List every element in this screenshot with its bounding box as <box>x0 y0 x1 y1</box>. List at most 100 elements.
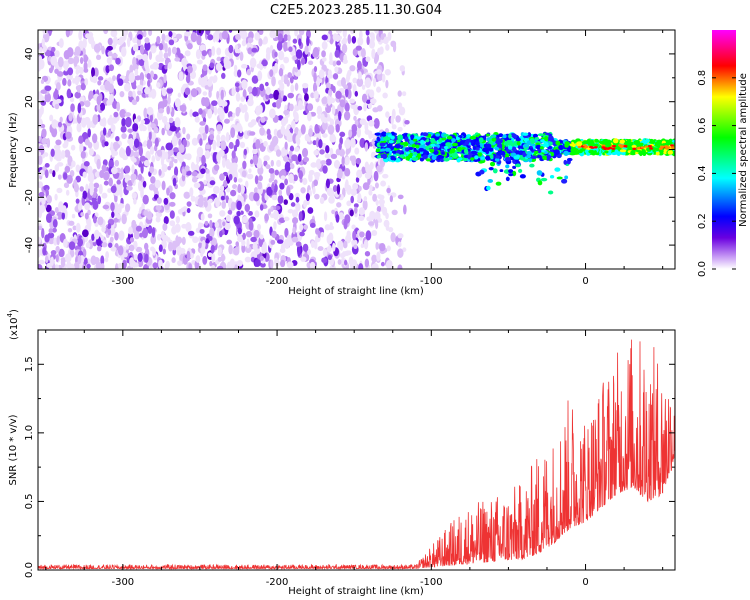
noise-cell <box>142 180 147 188</box>
noise-cell <box>338 110 342 121</box>
noise-cell <box>300 256 307 262</box>
signal-cell <box>520 156 526 161</box>
noise-cell <box>172 177 177 187</box>
noise-cell <box>203 75 208 82</box>
noise-cell <box>144 87 151 95</box>
noise-cell <box>54 103 60 110</box>
noise-cell <box>253 187 259 194</box>
noise-cell <box>75 76 82 82</box>
noise-cell <box>346 230 351 238</box>
noise-cell <box>389 195 393 203</box>
noise-cell <box>269 69 274 78</box>
noise-cell <box>142 30 147 38</box>
noise-cell <box>224 105 229 114</box>
noise-cell <box>219 110 225 121</box>
noise-cell <box>191 171 198 177</box>
noise-cell <box>117 39 124 46</box>
noise-cell <box>276 159 282 168</box>
signal-cell <box>376 155 382 159</box>
noise-cell <box>307 112 312 122</box>
noise-cell <box>249 159 254 165</box>
noise-cell <box>201 154 206 166</box>
noise-cell <box>125 116 132 128</box>
noise-cell <box>220 195 225 201</box>
noise-cell <box>352 230 357 241</box>
signal-cell <box>469 135 477 140</box>
noise-cell <box>284 227 289 238</box>
noise-cell <box>114 231 119 241</box>
y-tick-label: -40 <box>24 237 35 253</box>
noise-cell <box>254 175 259 185</box>
noise-cell <box>271 183 275 191</box>
noise-cell <box>384 69 391 76</box>
snr-series <box>38 339 675 570</box>
noise-cell <box>297 153 302 162</box>
signal-cell <box>513 155 520 160</box>
noise-cell <box>321 34 328 41</box>
signal-cell <box>507 145 513 150</box>
noise-cell <box>75 222 81 233</box>
snr-y-label: SNR (10 * v/v) <box>8 414 19 485</box>
noise-cell <box>82 171 87 178</box>
noise-cell <box>239 51 244 61</box>
noise-cell <box>259 83 265 92</box>
noise-cell <box>320 231 325 238</box>
signal-cell <box>379 142 386 147</box>
noise-cell <box>136 34 143 40</box>
signal-cell <box>383 136 389 141</box>
noise-cell <box>295 241 302 247</box>
noise-cell <box>132 37 138 44</box>
noise-cell <box>86 263 91 269</box>
colorbar: 0.0 0.2 0.4 0.6 0.8 Normalized spectral ampl… <box>697 30 749 277</box>
noise-cell <box>341 43 348 54</box>
signal-cell <box>441 152 445 155</box>
noise-cell <box>52 170 56 178</box>
spectrogram-y-ticks: -40 -20 0 20 40 <box>24 29 675 270</box>
noise-cell <box>351 123 358 134</box>
noise-cell <box>158 168 162 176</box>
noise-cell <box>143 58 149 70</box>
noise-cell <box>399 65 406 72</box>
noise-cell <box>168 30 173 38</box>
noise-cell <box>332 60 336 67</box>
noise-cell <box>312 186 316 195</box>
noise-cell <box>275 99 282 109</box>
noise-cell <box>114 160 119 167</box>
noise-cell <box>80 150 86 159</box>
noise-cell <box>268 178 273 183</box>
noise-cell <box>290 84 295 93</box>
noise-cell <box>280 88 284 99</box>
noise-cell <box>245 180 249 189</box>
noise-cell <box>149 64 157 70</box>
noise-cell <box>254 259 261 267</box>
noise-cell <box>246 173 254 180</box>
noise-cell <box>341 156 345 167</box>
signal-cell <box>449 148 456 154</box>
noise-cell <box>299 223 304 231</box>
noise-cell <box>307 60 314 66</box>
noise-cell <box>288 173 295 184</box>
signal-cell <box>456 146 462 152</box>
signal-cell <box>530 155 538 160</box>
snr-x-ticks: -300 -200 -100 0 <box>45 330 664 588</box>
signal-cell <box>535 144 542 150</box>
noise-cell <box>349 209 354 217</box>
noise-cell <box>185 74 191 84</box>
noise-cell <box>96 158 101 170</box>
noise-cell <box>221 72 226 79</box>
signal-cell <box>566 157 573 162</box>
signal-cell <box>576 141 583 147</box>
signal-cell <box>418 147 425 152</box>
noise-cell <box>131 223 138 233</box>
noise-cell <box>291 120 296 129</box>
y-tick-label: -20 <box>24 189 35 205</box>
noise-cell <box>270 140 277 148</box>
noise-cell <box>288 192 294 201</box>
noise-cell <box>219 173 225 181</box>
noise-cell <box>89 172 95 183</box>
noise-cell <box>248 221 254 231</box>
noise-cell <box>349 155 355 162</box>
noise-cell <box>381 73 386 83</box>
noise-cell <box>332 185 338 193</box>
